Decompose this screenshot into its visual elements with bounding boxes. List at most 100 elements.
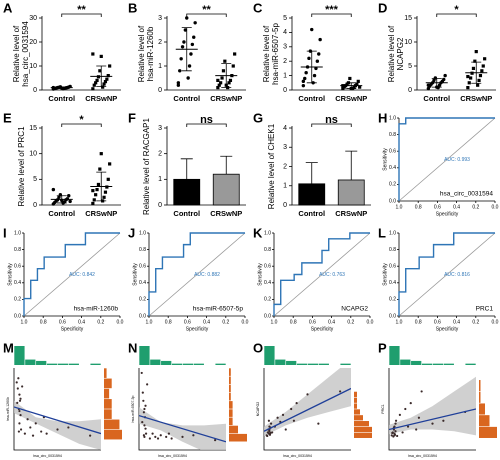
data-point — [96, 182, 101, 187]
x-tick-label: 0.8 — [40, 319, 47, 325]
y-tick-label: 2 — [158, 39, 162, 46]
y-axis-label: Relative level of — [12, 25, 21, 82]
data-point — [181, 435, 184, 438]
reference-diagonal — [398, 117, 496, 202]
y-tick-label: 0 — [33, 87, 37, 94]
y-tick-label: 5 — [33, 176, 37, 183]
x-tick-label: Control — [173, 209, 200, 218]
y-tick-label: 3 — [158, 15, 162, 22]
y-tick-label: 0.4 — [389, 165, 396, 171]
y-axis-label: NCAPG2 — [396, 37, 405, 70]
roc-curve — [148, 232, 245, 316]
sd-bar — [346, 82, 357, 89]
y-tick-label: 1 — [158, 176, 162, 183]
y-tick-label: 2 — [283, 163, 287, 170]
x-tick-label: 0.4 — [453, 319, 460, 325]
histogram-bar — [400, 359, 411, 365]
x-axis-label: hsa_circ_0031594 — [283, 454, 312, 458]
sd-bar — [471, 61, 482, 84]
data-point — [223, 59, 227, 63]
histogram-bar — [139, 346, 150, 365]
data-point — [108, 162, 112, 166]
histogram-bar — [229, 417, 233, 426]
error-bar — [305, 162, 318, 184]
data-point — [19, 414, 22, 417]
panel-letter: C — [253, 0, 263, 15]
data-point — [103, 190, 108, 194]
data-point — [339, 390, 342, 393]
data-point — [142, 411, 145, 414]
y-tick-label: 10 — [29, 63, 37, 70]
y-axis-label: Sensitivity — [132, 263, 138, 286]
significance-bracket — [436, 13, 477, 17]
histogram-bar — [229, 384, 231, 393]
x-tick-label: CRSwNP — [210, 209, 242, 218]
x-tick-label: 0.0 — [492, 319, 499, 325]
y-axis-label: Sensitivity — [257, 263, 263, 286]
data-point — [473, 59, 477, 63]
axes — [416, 16, 496, 91]
y-axis-label: PRC1 — [381, 404, 385, 413]
data-point — [312, 73, 317, 78]
data-point — [19, 397, 22, 400]
data-point — [143, 424, 146, 427]
data-point — [17, 430, 20, 433]
histogram-bar — [229, 425, 238, 434]
data-point — [18, 422, 21, 425]
y-tick-label: 10 — [404, 39, 412, 46]
histogram-bar — [354, 397, 357, 403]
x-tick-label: CRSwNP — [335, 94, 367, 103]
significance-bracket — [186, 123, 227, 127]
histogram-bar — [479, 426, 497, 438]
data-point — [420, 390, 423, 393]
y-tick-label: 15 — [29, 125, 37, 132]
data-point — [92, 83, 96, 87]
y-tick-label: 3 — [283, 144, 287, 151]
data-point — [18, 393, 21, 396]
data-point — [178, 69, 182, 73]
x-tick-label: 0.6 — [434, 204, 441, 210]
data-point — [179, 57, 183, 61]
panel-letter: O — [253, 340, 263, 355]
data-point — [56, 428, 59, 431]
histogram-bar — [432, 363, 444, 365]
axes — [13, 368, 101, 451]
data-point — [292, 419, 296, 422]
data-point — [193, 21, 197, 25]
x-tick-label: 0.8 — [415, 204, 422, 210]
error-bar — [220, 155, 233, 175]
y-tick-label: 3 — [283, 44, 287, 51]
x-tick-label: 1.0 — [396, 204, 403, 210]
x-axis-label: hsa_circ_0031594 — [158, 454, 187, 458]
data-point — [99, 152, 103, 156]
data-point — [91, 87, 95, 91]
panel-letter: F — [128, 110, 136, 125]
panel-letter: G — [253, 110, 263, 125]
data-point — [34, 422, 37, 425]
data-point — [143, 435, 146, 438]
data-point — [94, 81, 98, 85]
auc-annotation: AUC: 0.993 — [444, 157, 470, 163]
data-point — [269, 431, 272, 435]
data-point — [65, 197, 70, 201]
histogram-bar — [354, 403, 357, 409]
y-tick-label: 0.2 — [14, 297, 21, 303]
data-point — [442, 419, 445, 422]
auc-annotation: AUC: 0.816 — [444, 272, 470, 278]
data-point — [214, 439, 217, 442]
histogram-bar — [229, 401, 233, 409]
y-tick-label: 3 — [158, 125, 162, 132]
histogram-bar — [68, 363, 79, 365]
histogram-bar — [57, 363, 69, 365]
data-point — [398, 413, 401, 416]
confidence-band — [264, 368, 351, 436]
data-point — [348, 76, 352, 81]
roc-curve — [398, 232, 495, 316]
y-tick-label: 15 — [404, 15, 412, 22]
y-tick-label: 4 — [283, 29, 287, 36]
x-tick-label: 0.0 — [367, 319, 374, 325]
y-tick-label: 5 — [408, 63, 412, 70]
x-tick-label: 0.8 — [415, 319, 422, 325]
x-axis-label: Specificity — [61, 326, 84, 332]
histogram-bar — [354, 432, 372, 438]
